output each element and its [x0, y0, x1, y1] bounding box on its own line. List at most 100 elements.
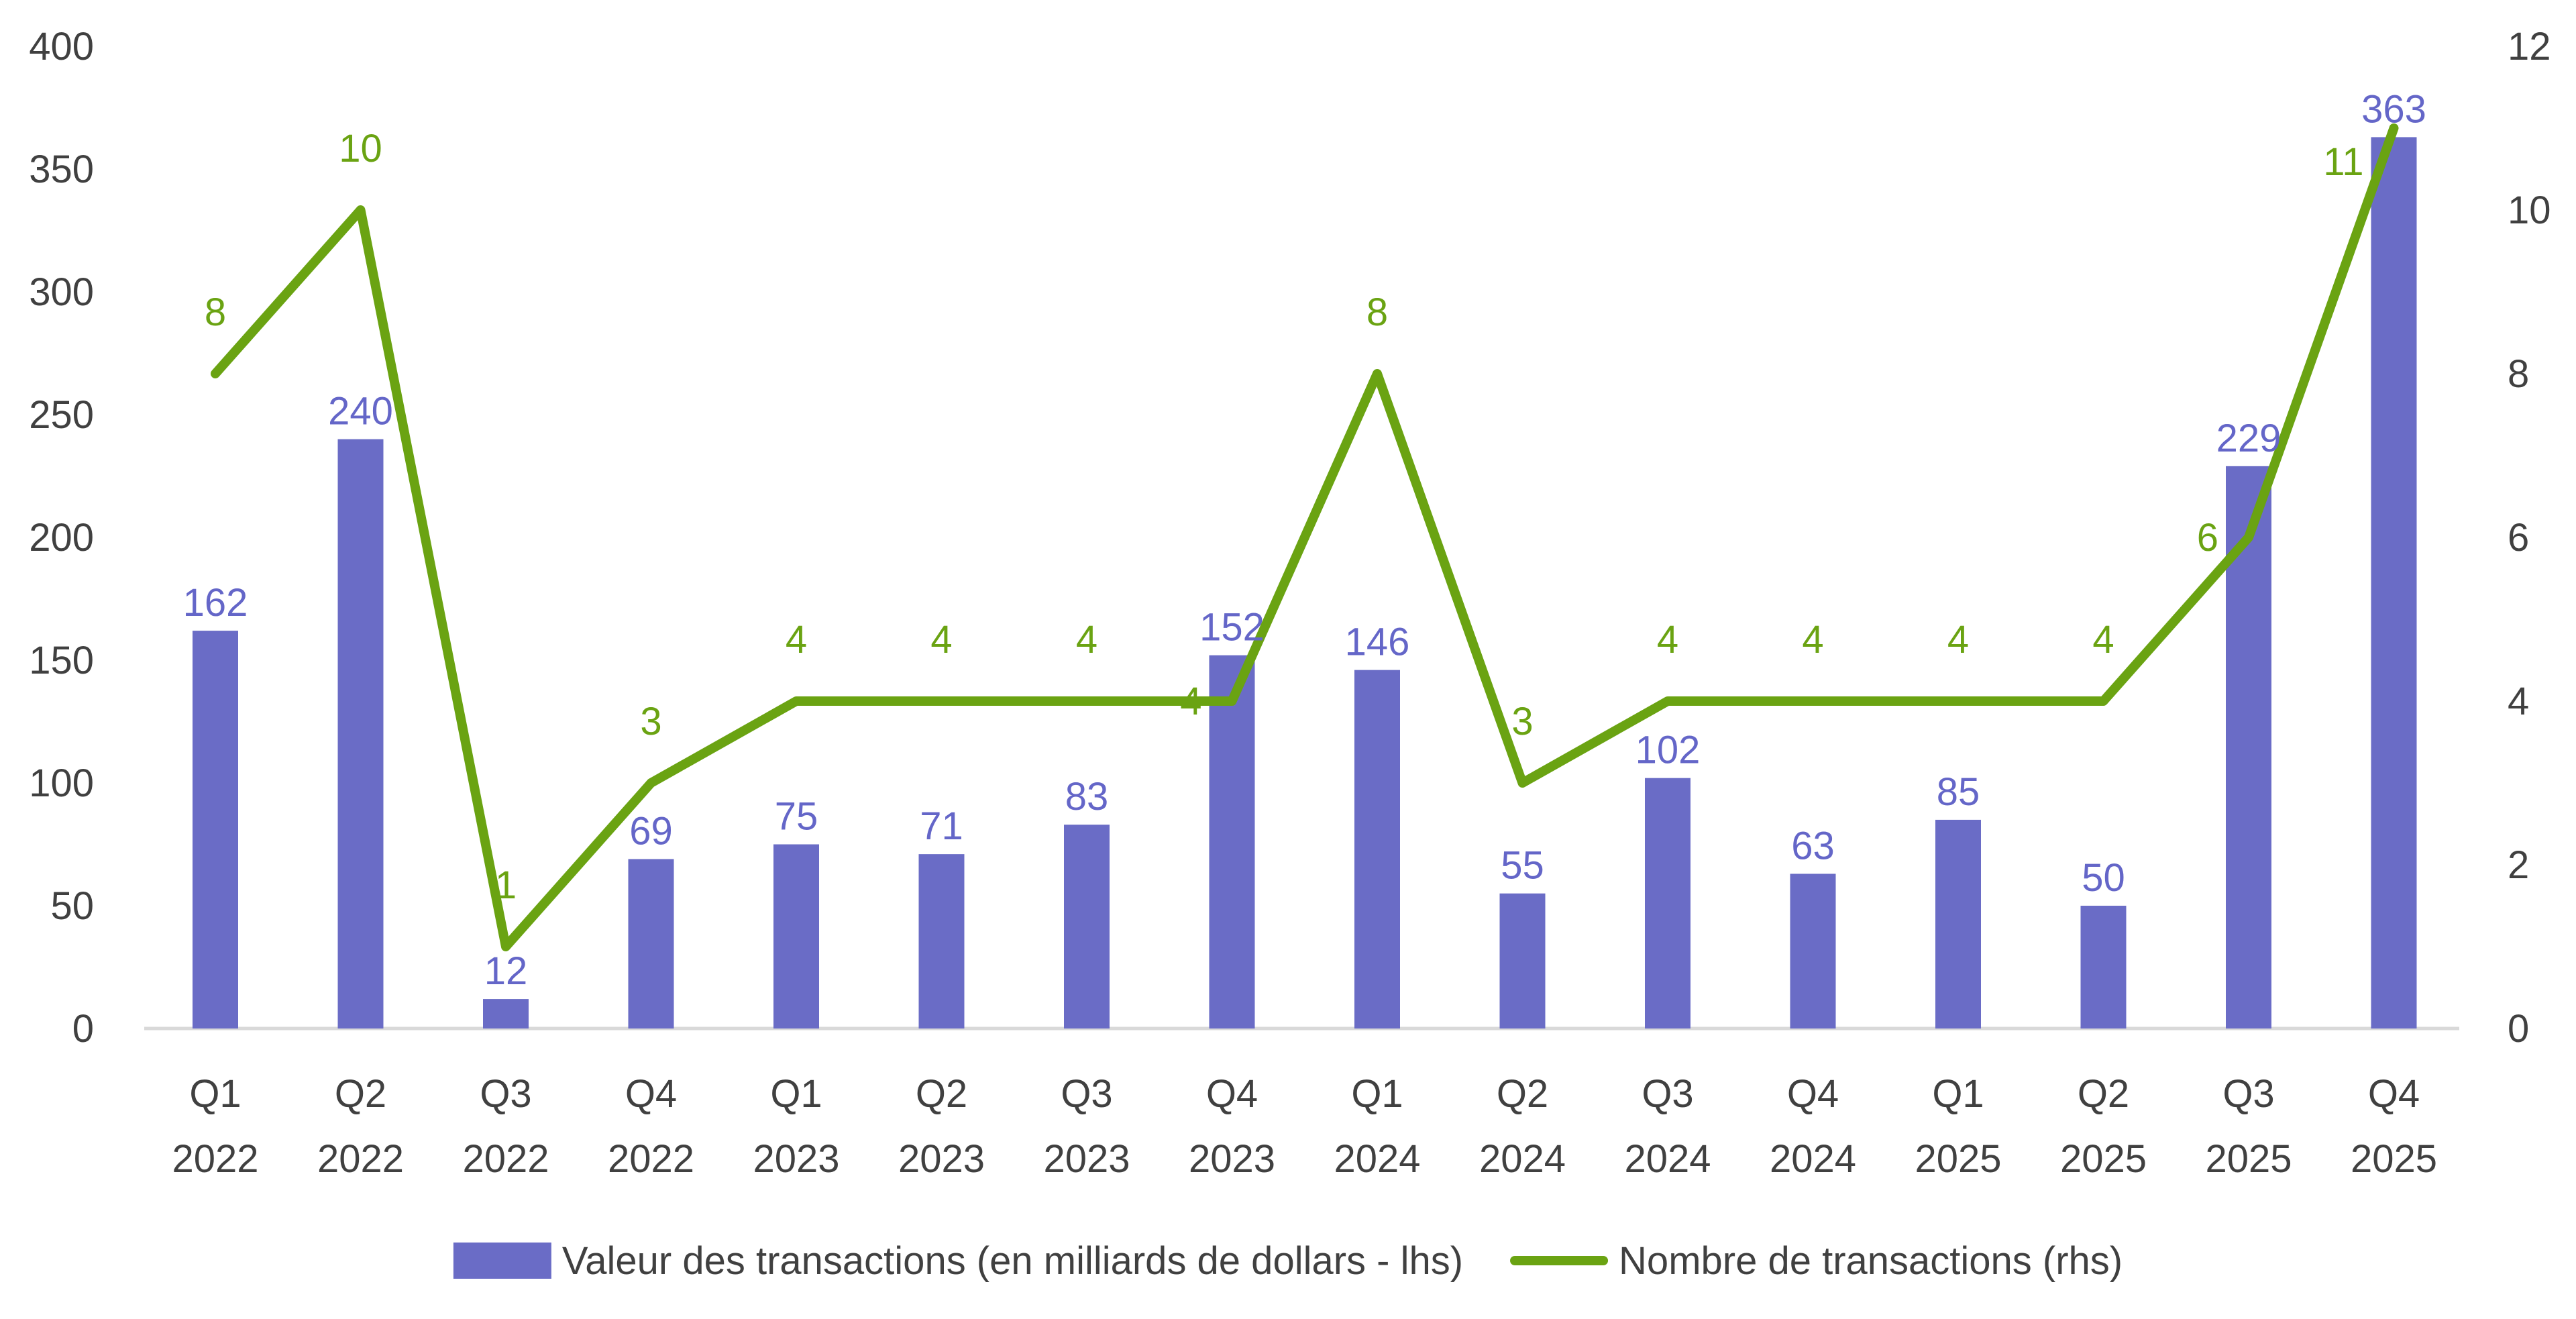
line-data-label: 3: [640, 700, 661, 743]
bar: [2080, 906, 2127, 1028]
x-tick-year: 2024: [1334, 1137, 1420, 1181]
x-tick-year: 2024: [1479, 1137, 1566, 1181]
bar-data-label: 146: [1345, 621, 1410, 664]
bar-data-label: 50: [2082, 856, 2125, 900]
x-tick-year: 2022: [608, 1137, 694, 1181]
x-tick-quarter: Q3: [480, 1072, 531, 1116]
right-axis-ticks: 0 2 4 6 8 10 12: [2508, 25, 2551, 1051]
bar: [918, 854, 965, 1028]
x-tick-quarter: Q1: [770, 1072, 822, 1116]
bar-data-label: 69: [629, 809, 673, 853]
x-tick-year: 2025: [1915, 1137, 2001, 1181]
x-tick-quarter: Q3: [2222, 1072, 2274, 1116]
bar-data-label: 363: [2361, 87, 2426, 131]
legend-line-label: Nombre de transactions (rhs): [1619, 1239, 2123, 1283]
left-tick-label: 200: [29, 516, 94, 560]
bar: [1499, 893, 1546, 1028]
x-tick-year: 2023: [1189, 1137, 1275, 1181]
left-axis-ticks: 0 50 100 150 200 250 300 350 400: [29, 25, 94, 1051]
line-data-label: 8: [205, 291, 226, 334]
x-tick-quarter: Q1: [189, 1072, 241, 1116]
line-data-label: 11: [2323, 140, 2363, 184]
bar-data-label: 229: [2216, 417, 2282, 460]
x-tick-year: 2023: [1043, 1137, 1130, 1181]
right-tick-label: 2: [2508, 843, 2529, 887]
x-tick-year: 2022: [172, 1137, 258, 1181]
x-tick-quarter: Q2: [2078, 1072, 2129, 1116]
line-data-label: 8: [1366, 291, 1388, 334]
x-tick-year: 2025: [2060, 1137, 2147, 1181]
line-data-label: 6: [2197, 516, 2218, 560]
x-tick-quarter: Q4: [625, 1072, 677, 1116]
x-axis-ticks: Q1 2022 Q2 2022 Q3 2022 Q4 2022 Q1 2023 Q2 2023 Q3 20…: [172, 1072, 2437, 1181]
line-data-label: 4: [1180, 680, 1201, 723]
line-data-label: 10: [339, 127, 382, 170]
line-data-label: 4: [2092, 618, 2114, 662]
x-tick-quarter: Q4: [1206, 1072, 1258, 1116]
x-tick-year: 2022: [317, 1137, 404, 1181]
bar: [483, 999, 529, 1028]
bar: [2371, 137, 2417, 1028]
left-tick-label: 100: [29, 761, 94, 805]
right-tick-label: 12: [2508, 25, 2551, 68]
x-tick-quarter: Q2: [335, 1072, 386, 1116]
bar: [773, 844, 819, 1028]
bar-data-label: 240: [328, 390, 393, 433]
x-tick-quarter: Q4: [2368, 1072, 2420, 1116]
bar-data-label: 102: [1635, 729, 1701, 772]
bar: [1064, 825, 1110, 1028]
bar-data-label: 75: [775, 795, 818, 839]
line-data-label: 3: [1511, 700, 1533, 743]
bar: [1354, 670, 1400, 1028]
left-tick-label: 350: [29, 148, 94, 191]
bar-data-label: 55: [1501, 844, 1544, 888]
bar: [1790, 874, 1836, 1028]
line-data-label: 4: [1076, 618, 1097, 662]
line-path: [211, 123, 2399, 951]
left-tick-label: 250: [29, 393, 94, 437]
right-tick-label: 0: [2508, 1007, 2529, 1051]
bar-data-label: 83: [1065, 775, 1109, 819]
bar: [1935, 819, 1981, 1028]
line-series: [211, 123, 2399, 951]
right-tick-label: 6: [2508, 516, 2529, 560]
x-tick-quarter: Q3: [1642, 1072, 1693, 1116]
x-tick-quarter: Q4: [1787, 1072, 1839, 1116]
line-data-label: 4: [786, 618, 807, 662]
left-tick-label: 150: [29, 639, 94, 682]
bar-series: [193, 137, 2417, 1028]
left-tick-label: 400: [29, 25, 94, 68]
x-tick-year: 2023: [753, 1137, 839, 1181]
bar: [337, 439, 384, 1028]
x-tick-year: 2025: [2205, 1137, 2292, 1181]
line-data-label: 4: [1947, 618, 1969, 662]
bar: [1209, 655, 1255, 1028]
bar-data-label: 12: [484, 949, 528, 993]
bar-data-label: 71: [920, 804, 963, 848]
bar-data-label: 85: [1937, 770, 1980, 814]
legend: Valeur des transactions (en milliards de…: [453, 1239, 2123, 1283]
x-tick-quarter: Q1: [1932, 1072, 1984, 1116]
bar-data-label: 152: [1199, 606, 1265, 649]
x-tick-year: 2024: [1770, 1137, 1856, 1181]
right-tick-label: 4: [2508, 680, 2529, 723]
legend-bar-label: Valeur des transactions (en milliards de…: [562, 1239, 1463, 1283]
line-data-label: 4: [1657, 618, 1678, 662]
x-tick-quarter: Q2: [1497, 1072, 1548, 1116]
left-tick-label: 50: [50, 884, 94, 928]
line-data-label: 4: [930, 618, 952, 662]
left-tick-label: 0: [72, 1007, 94, 1051]
left-tick-label: 300: [29, 270, 94, 314]
bar-data-label: 162: [183, 581, 248, 625]
line-data-label: 4: [1802, 618, 1823, 662]
x-tick-quarter: Q2: [916, 1072, 967, 1116]
x-tick-year: 2022: [462, 1137, 549, 1181]
bar-data-label: 63: [1791, 824, 1835, 867]
x-tick-year: 2023: [898, 1137, 985, 1181]
line-data-label: 1: [495, 863, 517, 907]
x-tick-quarter: Q1: [1351, 1072, 1403, 1116]
x-tick-year: 2024: [1624, 1137, 1711, 1181]
